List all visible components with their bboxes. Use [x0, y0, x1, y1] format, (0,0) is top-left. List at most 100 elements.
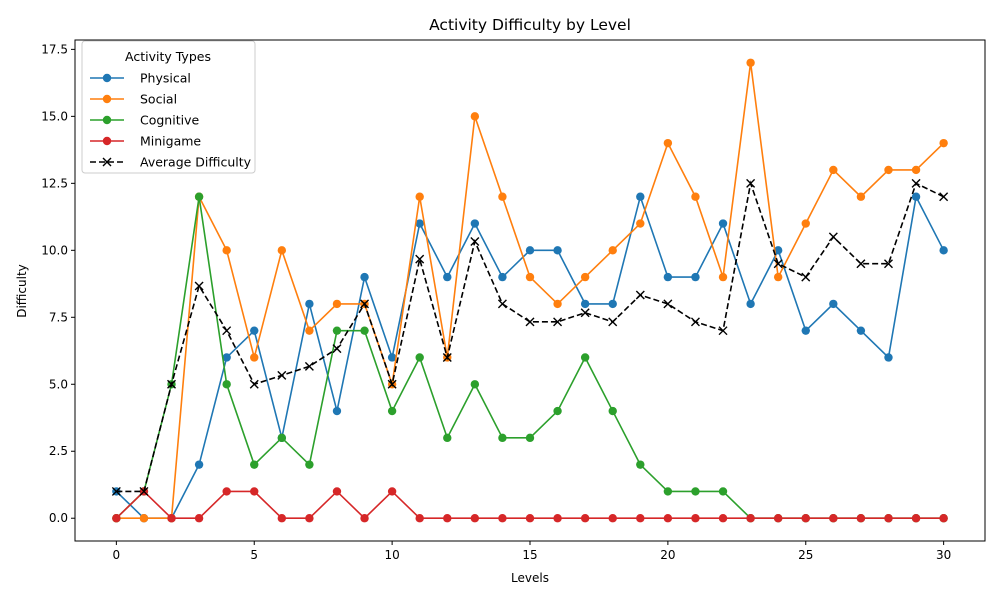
data-point	[636, 192, 645, 201]
data-point	[773, 259, 783, 269]
y-tick-label: 15.0	[41, 109, 68, 123]
data-point	[911, 178, 921, 188]
series-average-difficulty	[111, 178, 949, 496]
series-layer	[111, 58, 949, 523]
data-point	[718, 514, 728, 523]
data-point	[470, 236, 480, 246]
data-point	[801, 514, 810, 523]
legend-box	[81, 40, 256, 174]
data-point	[250, 487, 259, 496]
legend-marker	[102, 94, 112, 104]
data-point	[415, 219, 424, 228]
data-point	[939, 138, 948, 148]
chart-title: Activity Difficulty by Level	[429, 16, 631, 34]
series-social	[112, 58, 948, 523]
data-point	[553, 317, 563, 327]
legend-marker	[102, 115, 112, 125]
data-point	[222, 487, 231, 496]
data-point	[828, 232, 838, 242]
data-point	[939, 514, 948, 523]
data-point	[911, 192, 921, 201]
data-point	[525, 514, 535, 523]
x-tick-label: 20	[660, 548, 675, 562]
data-point	[387, 406, 397, 416]
data-point	[222, 380, 231, 389]
data-point	[332, 299, 342, 309]
data-point	[498, 433, 507, 443]
data-point	[608, 317, 618, 327]
data-point	[332, 344, 342, 354]
data-point	[525, 272, 535, 282]
data-point	[883, 259, 893, 269]
data-point	[332, 406, 342, 416]
data-point	[360, 299, 370, 309]
legend-item-physical: Physical	[90, 71, 191, 86]
y-tick-label: 17.5	[41, 42, 68, 56]
data-point	[525, 246, 535, 255]
legend-label: Social	[140, 92, 177, 107]
data-point	[884, 165, 893, 175]
data-point	[332, 326, 342, 335]
data-point	[277, 433, 287, 443]
data-point	[277, 370, 287, 380]
legend-item-cognitive: Cognitive	[90, 113, 199, 128]
data-point	[387, 487, 397, 496]
data-point	[884, 514, 893, 523]
data-point	[801, 272, 811, 282]
data-point	[580, 514, 590, 523]
data-point	[305, 514, 314, 523]
data-point	[194, 281, 204, 291]
data-point	[111, 486, 121, 496]
legend-item-minigame: Minigame	[90, 134, 201, 149]
data-point	[663, 299, 673, 309]
data-point	[387, 353, 397, 362]
x-tick-label: 0	[113, 548, 121, 562]
data-point	[911, 514, 921, 523]
data-point	[498, 514, 507, 523]
data-point	[360, 272, 369, 282]
data-point	[773, 272, 783, 282]
legend-label: Minigame	[140, 134, 201, 149]
legend-label: Average Difficulty	[140, 155, 252, 170]
data-point	[470, 112, 480, 121]
x-tick-label: 10	[384, 548, 399, 562]
data-point	[746, 514, 755, 523]
data-point	[112, 514, 121, 523]
data-point	[911, 165, 921, 175]
data-point	[222, 353, 231, 362]
data-point	[304, 361, 314, 371]
data-point	[139, 486, 149, 496]
data-point	[443, 272, 452, 282]
data-point	[553, 406, 562, 416]
y-tick-label: 2.5	[49, 444, 68, 458]
data-point	[387, 379, 397, 389]
data-point	[829, 514, 838, 523]
y-tick-label: 10.0	[41, 243, 68, 257]
data-point	[718, 487, 728, 496]
data-point	[608, 299, 617, 309]
legend-label: Physical	[140, 71, 191, 86]
data-point	[608, 406, 617, 416]
data-point	[829, 299, 838, 309]
data-point	[580, 308, 590, 318]
data-point	[663, 487, 673, 496]
data-point	[690, 317, 700, 327]
data-point	[525, 317, 535, 327]
data-point	[277, 246, 287, 255]
data-point	[415, 514, 424, 523]
data-point	[442, 352, 452, 362]
data-point	[746, 299, 755, 309]
data-point	[856, 326, 866, 335]
data-point	[636, 219, 645, 228]
data-point	[194, 460, 204, 469]
data-point	[415, 192, 424, 201]
data-point	[746, 178, 756, 188]
data-point	[415, 254, 425, 264]
y-tick-label: 7.5	[49, 310, 68, 324]
data-point	[498, 192, 507, 201]
data-point	[305, 299, 314, 309]
series-minigame	[112, 487, 948, 523]
data-point	[718, 326, 728, 336]
data-point	[222, 246, 231, 255]
